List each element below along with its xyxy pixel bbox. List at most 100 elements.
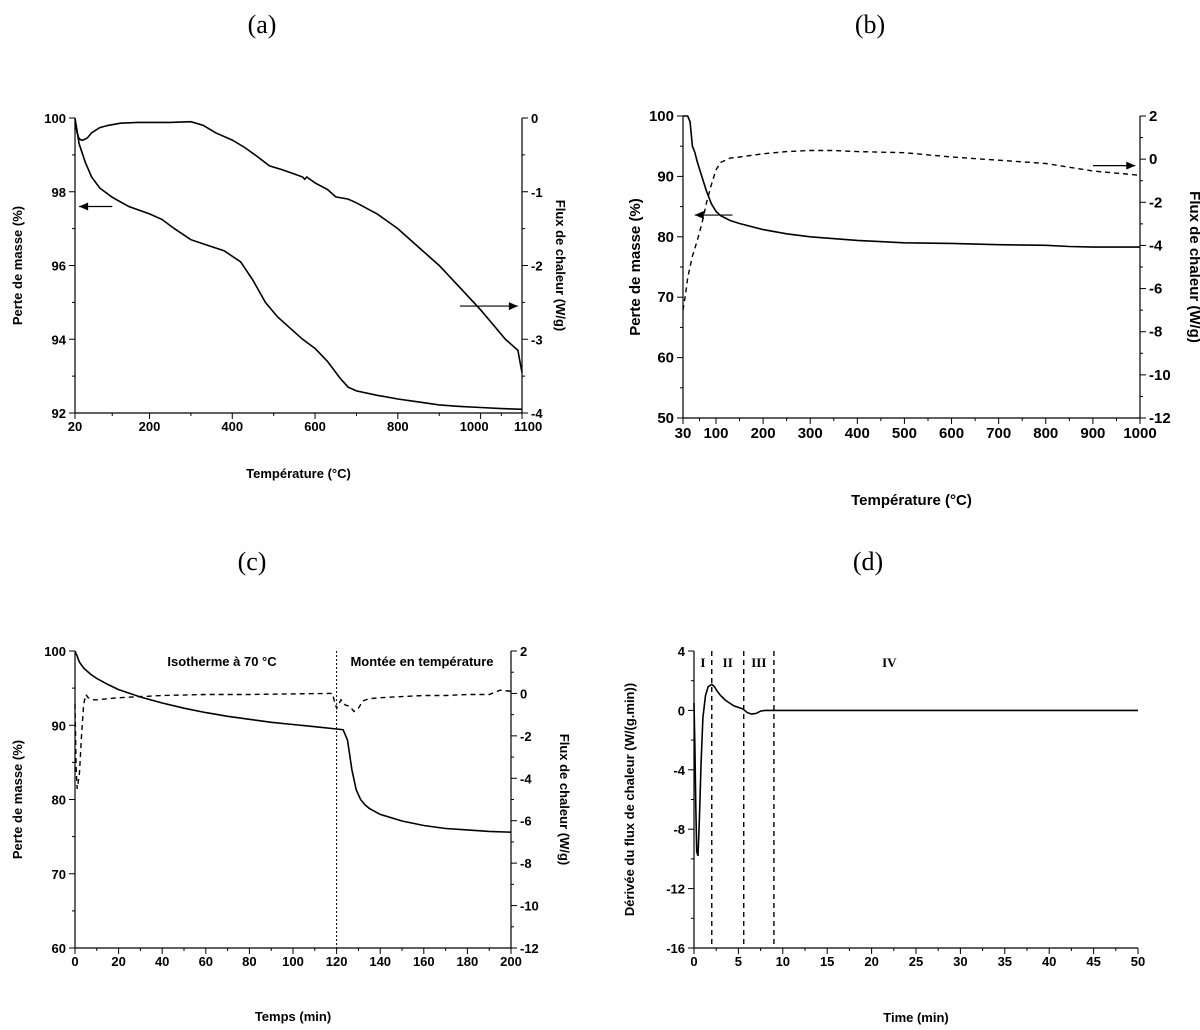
y-right-tick-label: -12 — [1149, 410, 1171, 427]
y-right-tick-label: -6 — [520, 814, 532, 829]
x-tick-label: 15 — [820, 954, 834, 969]
x-tick-label: 700 — [986, 425, 1011, 442]
y-right-tick-label: -10 — [520, 899, 539, 914]
x-tick-label: 60 — [199, 954, 213, 969]
heat-flow-line — [74, 689, 512, 790]
mass-loss-line — [74, 117, 523, 411]
y-tick-label: 4 — [678, 644, 686, 659]
x-tick-label: 800 — [387, 419, 409, 434]
y-axis-title-right: Flux de chaleur (W/g) — [553, 200, 568, 331]
y-tick-label: 96 — [52, 259, 66, 274]
x-tick-label: 25 — [909, 954, 923, 969]
y-right-tick-label: -3 — [531, 332, 543, 347]
x-tick-label: 0 — [71, 954, 78, 969]
heat-flow-line — [682, 149, 1141, 311]
x-tick-label: 140 — [369, 954, 391, 969]
y-right-tick-label: -6 — [1149, 281, 1162, 298]
y-tick-label: 100 — [649, 108, 674, 125]
x-tick-label: 180 — [457, 954, 479, 969]
x-tick-label: 400 — [845, 425, 870, 442]
panel-letter: (a) — [248, 10, 277, 39]
x-tick-label: 160 — [413, 954, 435, 969]
y-right-tick-label: -2 — [531, 259, 543, 274]
chart-panel-c: (c)0 20 40 60 80 100 120 140 160 180 2006070809010… — [10, 547, 572, 1024]
x-tick-label: 0 — [690, 954, 697, 969]
x-tick-label: 20 — [864, 954, 878, 969]
phase-label: IV — [882, 655, 897, 670]
y-tick-label: 100 — [44, 644, 66, 659]
x-tick-label: 300 — [798, 425, 823, 442]
y-tick-label: 90 — [657, 168, 674, 185]
chart-panel-a: (a) 20 200 400 600 800 1000 1100 92 94 96 98 100 -4 -3… — [10, 10, 568, 481]
arrowhead — [694, 211, 704, 220]
panel-letter: (c) — [238, 547, 267, 576]
mass-loss-line — [74, 650, 512, 833]
x-tick-label: 35 — [998, 954, 1012, 969]
y-tick-label: -4 — [673, 763, 685, 778]
y-right-tick-label: 0 — [1149, 151, 1157, 168]
x-axis-title: Température (°C) — [246, 466, 351, 481]
x-tick-label: 45 — [1086, 954, 1100, 969]
y-right-tick-label: -4 — [531, 406, 543, 421]
y-right-tick-label: 0 — [531, 111, 538, 126]
y-tick-label: 60 — [52, 941, 66, 956]
x-tick-label: 40 — [155, 954, 169, 969]
x-tick-label: 50 — [1131, 954, 1145, 969]
y-axis-title: Perte de masse (%) — [627, 198, 644, 336]
x-axis-title: Temps (min) — [255, 1009, 331, 1024]
arrowhead — [79, 202, 89, 211]
x-tick-label: 10 — [776, 954, 790, 969]
mass-loss-line — [683, 115, 1140, 248]
x-tick-label: 800 — [1033, 425, 1058, 442]
chart-panel-b: (b)30 100 200 300 400 500 600 700 800 900 10005060… — [627, 10, 1200, 509]
y-right-tick-label: -4 — [1149, 237, 1163, 254]
y-axis-title: Dérivée du flux de chaleur (W/(g.min)) — [622, 683, 637, 916]
y-axis-title-right: Flux de chaleur (W/g) — [1186, 191, 1200, 343]
y-tick-label: 80 — [657, 229, 674, 246]
y-tick-label: 98 — [52, 185, 66, 200]
phase-label: II — [723, 655, 733, 670]
region-label: Isotherme à 70 °C — [167, 654, 277, 669]
region-label: Montée en température — [350, 654, 493, 669]
x-tick-label: 20 — [68, 419, 82, 434]
y-right-tick-label: -4 — [520, 771, 532, 786]
y-tick-label: 94 — [52, 332, 67, 347]
x-tick-label: 200 — [751, 425, 776, 442]
y-right-tick-label: 2 — [1149, 108, 1157, 125]
y-axis-title: Perte de masse (%) — [10, 740, 25, 859]
x-tick-label: 100 — [282, 954, 304, 969]
x-tick-label: 600 — [304, 419, 326, 434]
heat-flow-derivative-line — [693, 683, 1138, 857]
y-right-tick-label: 0 — [520, 686, 527, 701]
arrowhead — [1126, 161, 1136, 170]
x-tick-label: 5 — [735, 954, 742, 969]
y-right-tick-label: -8 — [1149, 324, 1162, 341]
x-tick-label: 40 — [1042, 954, 1056, 969]
y-axis-title: Perte de masse (%) — [10, 206, 25, 325]
x-axis-title: Température (°C) — [851, 492, 972, 509]
panel-letter: (b) — [855, 10, 885, 39]
y-tick-label: 0 — [678, 703, 685, 718]
y-tick-label: 70 — [52, 867, 66, 882]
x-tick-label: 200 — [139, 419, 161, 434]
x-tick-label: 1100 — [514, 419, 542, 434]
x-tick-label: 30 — [953, 954, 967, 969]
y-right-tick-label: -2 — [520, 729, 532, 744]
phase-label: III — [751, 655, 766, 670]
y-right-tick-label: -8 — [520, 856, 532, 871]
x-tick-label: 100 — [703, 425, 728, 442]
y-tick-label: -16 — [666, 941, 685, 956]
x-tick-label: 30 — [675, 425, 692, 442]
x-tick-label: 200 — [500, 954, 522, 969]
phase-label: I — [700, 655, 705, 670]
x-tick-label: 900 — [1080, 425, 1105, 442]
y-right-tick-label: -2 — [1149, 194, 1162, 211]
y-axis-title-right: Flux de chaleur (W/g) — [557, 734, 572, 865]
panel-letter: (d) — [853, 547, 883, 576]
y-right-tick-label: -10 — [1149, 367, 1171, 384]
x-tick-label: 400 — [221, 419, 243, 434]
y-tick-label: 60 — [657, 350, 674, 367]
x-tick-label: 600 — [939, 425, 964, 442]
x-tick-label: 1000 — [460, 419, 489, 434]
